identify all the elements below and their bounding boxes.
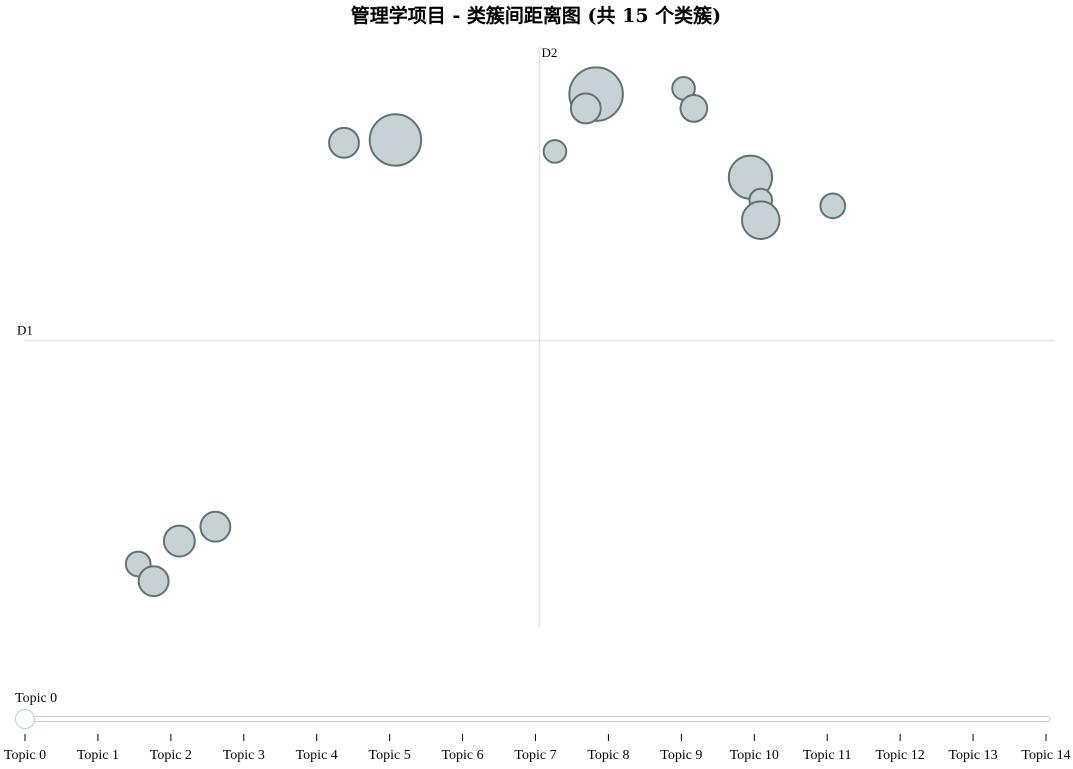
slider-tick-label: Topic 1 (77, 748, 119, 763)
slider-ticks: Topic 0 Topic 1 Topic 2 Topic 3 Topic 4 Topic… (4, 734, 1071, 763)
slider-tick-label: Topic 6 (441, 748, 483, 763)
d1-axis-label: D1 (17, 323, 33, 338)
topic-bubble-5[interactable] (368, 113, 423, 167)
topic-slider-handle[interactable] (14, 708, 36, 730)
slider-tick-label: Topic 12 (876, 748, 925, 763)
slider-tick-label: Topic 10 (730, 748, 779, 763)
slider-tick-label: Topic 14 (1021, 748, 1070, 763)
slider-current-label: Topic 0 (15, 691, 57, 706)
topic-slider-track[interactable] (20, 716, 1051, 722)
topic-bubble-4[interactable] (679, 94, 709, 123)
slider-tick-label: Topic 8 (587, 748, 629, 763)
topic-bubble-11[interactable] (162, 524, 196, 558)
topic-bubble-10[interactable] (819, 192, 847, 220)
slider-tick-label: Topic 11 (803, 748, 852, 763)
slider-tick-label: Topic 7 (514, 748, 556, 763)
slider-tick-label: Topic 0 (4, 748, 46, 763)
slider-tick-label: Topic 13 (948, 748, 997, 763)
bubble-layer (124, 66, 847, 598)
topic-bubble-12[interactable] (199, 510, 232, 543)
slider-tick-label: Topic 2 (150, 748, 192, 763)
topic-bubble-6[interactable] (328, 126, 360, 159)
topic-bubble-2[interactable] (542, 139, 568, 164)
slider-tick-label: Topic 3 (223, 748, 265, 763)
slider-tick-label: Topic 4 (296, 748, 338, 763)
slider-tick-label: Topic 9 (660, 748, 702, 763)
topic-bubble-14[interactable] (137, 565, 170, 598)
chart-title: 管理学项目 - 类簇间距离图 (共 15 个类簇) (351, 4, 721, 27)
slider-tick-label: Topic 5 (369, 748, 411, 763)
topic-bubble-1[interactable] (569, 92, 602, 125)
d2-axis-label: D2 (542, 45, 558, 60)
topic-bubble-9[interactable] (740, 200, 781, 240)
